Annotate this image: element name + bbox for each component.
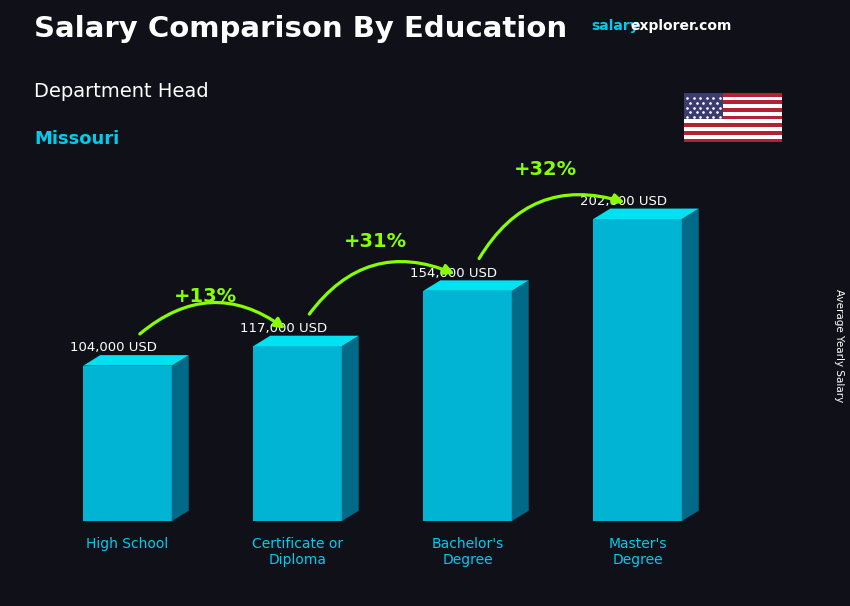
Text: Salary Comparison By Education: Salary Comparison By Education (34, 15, 567, 43)
Polygon shape (172, 355, 189, 521)
Polygon shape (423, 281, 529, 291)
Polygon shape (682, 208, 699, 521)
Text: Average Yearly Salary: Average Yearly Salary (834, 289, 844, 402)
Bar (684, 112, 782, 116)
Polygon shape (423, 291, 512, 521)
Bar (684, 135, 782, 139)
Text: 117,000 USD: 117,000 USD (241, 322, 327, 335)
Text: +13%: +13% (174, 287, 237, 307)
Bar (684, 93, 723, 119)
Bar (684, 127, 782, 131)
Bar (684, 123, 782, 127)
Bar (684, 108, 782, 112)
Text: +31%: +31% (344, 232, 407, 251)
Bar (684, 96, 782, 101)
Bar (684, 119, 782, 123)
Polygon shape (253, 336, 359, 346)
Text: Department Head: Department Head (34, 82, 208, 101)
Text: 104,000 USD: 104,000 USD (71, 341, 157, 355)
Bar (684, 93, 782, 96)
Polygon shape (512, 281, 529, 521)
Text: explorer.com: explorer.com (631, 19, 732, 33)
Text: 154,000 USD: 154,000 USD (411, 267, 497, 279)
Text: salary: salary (591, 19, 638, 33)
Polygon shape (593, 208, 699, 219)
Text: +32%: +32% (514, 161, 577, 179)
Text: Missouri: Missouri (34, 130, 119, 148)
Polygon shape (83, 365, 172, 521)
Bar (684, 131, 782, 135)
Polygon shape (342, 336, 359, 521)
Bar (684, 101, 782, 104)
Bar (684, 104, 782, 108)
Polygon shape (253, 346, 342, 521)
Bar (684, 116, 782, 119)
Polygon shape (83, 355, 189, 365)
Bar (684, 139, 782, 142)
Text: 202,000 USD: 202,000 USD (581, 195, 667, 208)
Polygon shape (593, 219, 682, 521)
